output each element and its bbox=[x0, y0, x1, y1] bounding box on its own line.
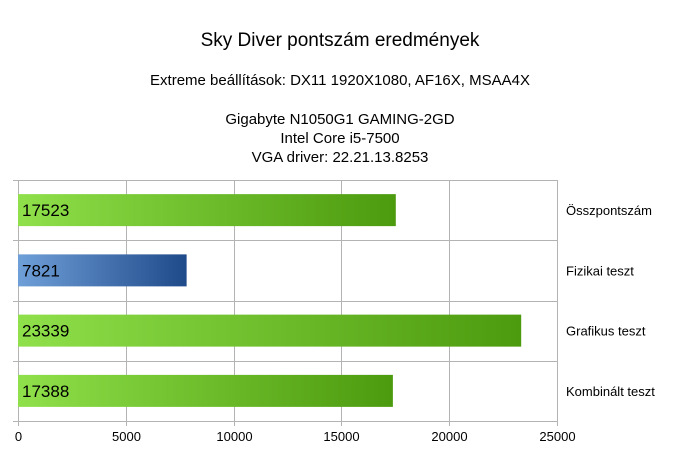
category-label: Összpontszám bbox=[566, 203, 652, 218]
bar-value-label: 7821 bbox=[22, 261, 60, 280]
category-label: Kombinált teszt bbox=[566, 384, 655, 399]
x-tick-label: 15000 bbox=[323, 429, 359, 444]
bar-value-label: 17523 bbox=[22, 201, 69, 220]
chart-title: Sky Diver pontszám eredmények bbox=[200, 30, 480, 51]
chart-bars bbox=[18, 194, 522, 407]
category-label: Grafikus teszt bbox=[566, 324, 646, 339]
category-label: Fizikai teszt bbox=[566, 263, 634, 278]
x-tick-label: 10000 bbox=[216, 429, 252, 444]
x-tick-label: 20000 bbox=[431, 429, 467, 444]
chart-info-cpu: Intel Core i5-7500 bbox=[280, 130, 400, 147]
chart-info-driver: VGA driver: 22.21.13.8253 bbox=[251, 149, 429, 166]
chart-subtitle: Extreme beállítások: DX11 1920X1080, AF1… bbox=[150, 72, 530, 89]
bar-1 bbox=[18, 194, 396, 227]
x-tick-label: 5000 bbox=[112, 429, 141, 444]
bar-value-label: 23339 bbox=[22, 322, 69, 341]
bar-4 bbox=[18, 374, 393, 407]
chart-info-gpu: Gigabyte N1050G1 GAMING-2GD bbox=[225, 111, 455, 128]
chart-labels: 0 5000 10000 15000 20000 25000 17523 Összpontsz… bbox=[15, 201, 655, 444]
bar-2 bbox=[18, 254, 187, 287]
x-tick-label: 25000 bbox=[539, 429, 575, 444]
bar-value-label: 17388 bbox=[22, 382, 69, 401]
bar-3 bbox=[18, 314, 522, 347]
x-tick-label: 0 bbox=[15, 429, 22, 444]
